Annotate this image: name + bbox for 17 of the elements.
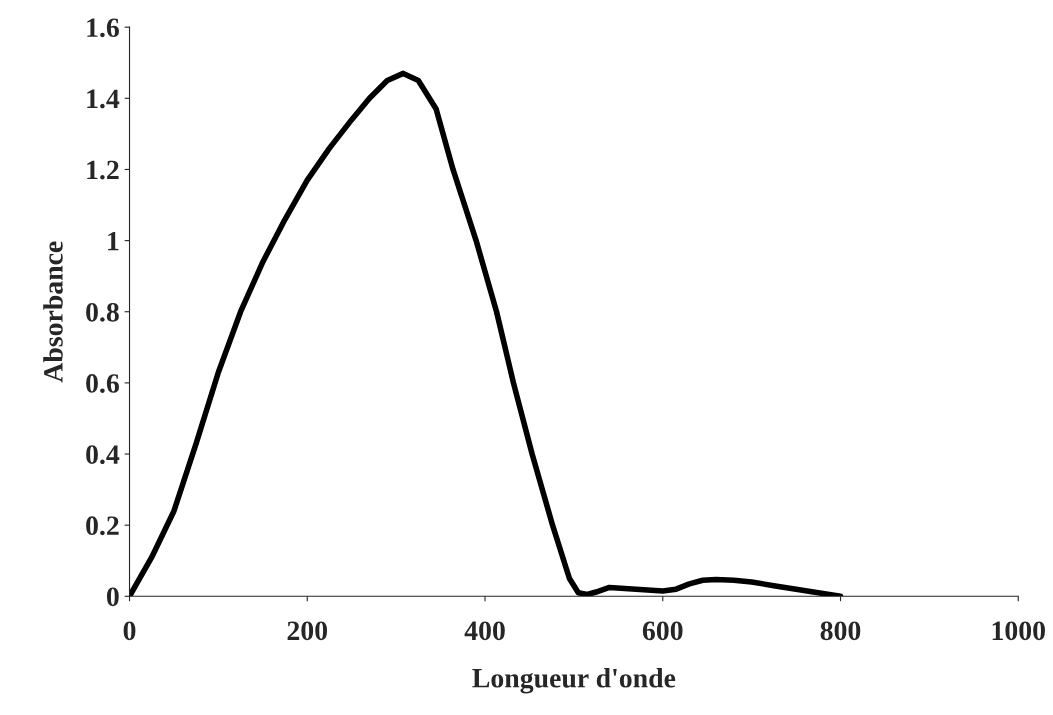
y-tick-label: 0.2 [86, 516, 119, 536]
x-tick-label: 0 [123, 621, 136, 641]
y-tick-label: 0 [106, 587, 119, 607]
x-axis-title: Longueur d'onde [472, 668, 676, 694]
x-tick-label: 1000 [992, 621, 1045, 641]
y-tick-label: 1.2 [87, 160, 119, 180]
x-tick-label: 800 [820, 621, 861, 641]
y-tick-label: 1.6 [87, 18, 119, 38]
y-axis-title: Absorbance [43, 241, 63, 383]
x-tick-label: 200 [287, 621, 328, 641]
y-tick-label: 0.4 [86, 445, 120, 465]
y-tick-label: 1 [108, 231, 119, 251]
x-tick-label: 600 [642, 621, 683, 641]
y-tick-label: 1.4 [87, 89, 120, 109]
x-tick-label: 400 [464, 621, 505, 641]
y-tick-label: 0.8 [86, 302, 119, 322]
y-tick-label: 0.6 [86, 374, 119, 393]
